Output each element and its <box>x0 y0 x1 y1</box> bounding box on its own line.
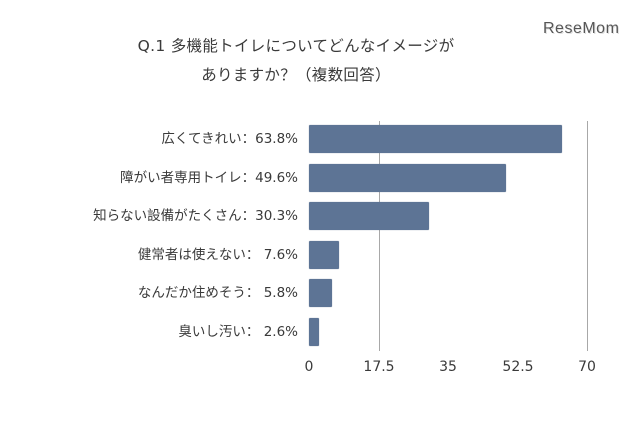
x-tick-label: 17.5 <box>363 359 395 375</box>
x-tick-label: 52.5 <box>502 359 534 375</box>
category-label: 障がい者専用トイレ：49.6% <box>120 170 298 186</box>
gridline <box>587 121 588 351</box>
chart-title-line1: Q.1 多機能トイレについてどんなイメージが <box>137 37 455 55</box>
bar <box>309 318 319 346</box>
category-label: 広くてきれい：63.8% <box>161 131 298 147</box>
bar <box>309 241 339 269</box>
category-label: 臭いし汚い： 2.6% <box>178 324 298 340</box>
category-label: 知らない設備がたくさん：30.3% <box>93 208 298 224</box>
bar <box>309 125 562 153</box>
category-label: なんだか住めそう： 5.8% <box>137 285 298 301</box>
x-tick-label: 70 <box>578 359 596 375</box>
bar <box>309 202 429 230</box>
gridline <box>379 121 380 351</box>
x-tick-label: 35 <box>439 359 457 375</box>
x-tick-label: 0 <box>304 359 314 375</box>
bar <box>309 279 332 307</box>
brand-logo: ReseMom <box>543 20 620 37</box>
category-label: 健常者は使えない： 7.6% <box>137 247 298 263</box>
bar <box>309 164 506 192</box>
chart-title-line2: ありますか？（複数回答） <box>201 66 391 84</box>
